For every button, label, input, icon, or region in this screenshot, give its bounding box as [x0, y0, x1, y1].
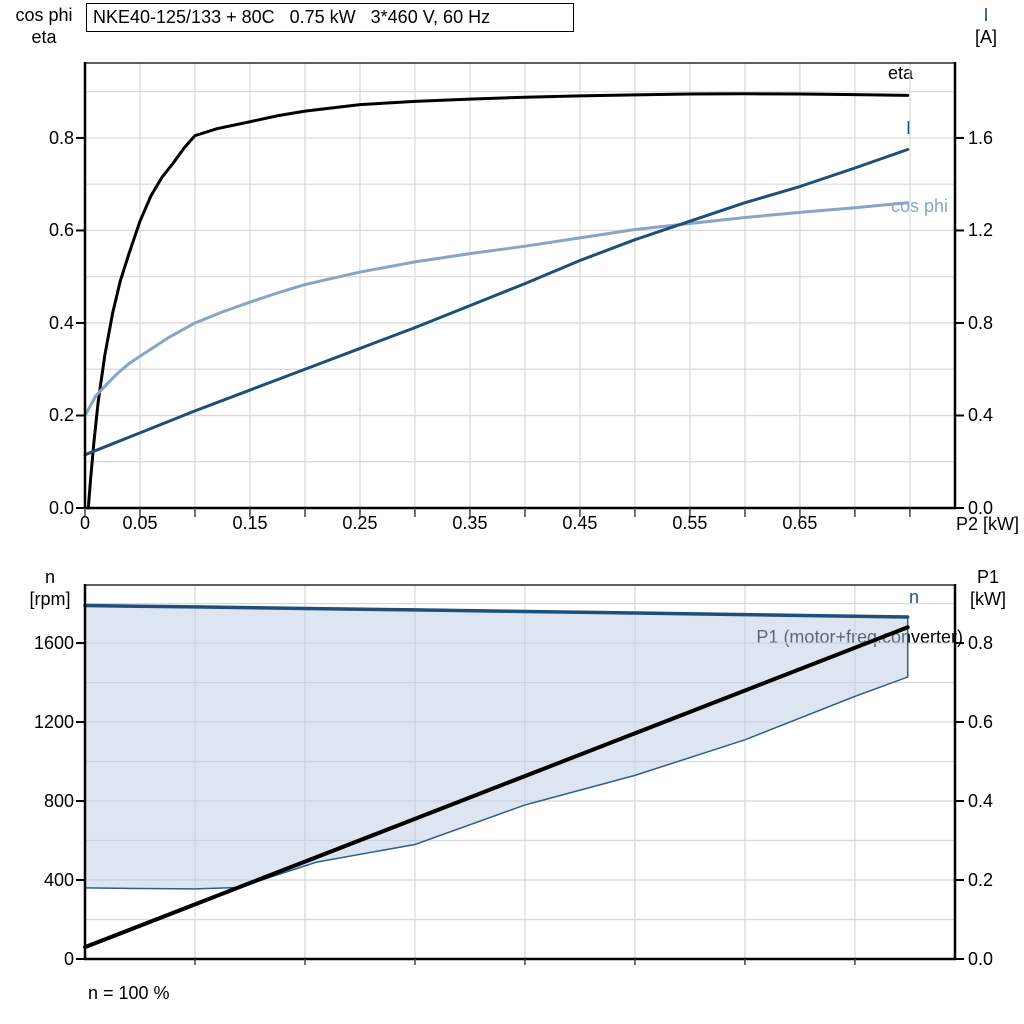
- grid: [85, 63, 955, 508]
- p1-motor-freq-converter--curve: [83, 625, 910, 950]
- pump-title: NKE40-125/133 + 80C 0.75 kW 3*460 V, 60 …: [93, 7, 491, 27]
- eta-curve-label: eta: [888, 63, 914, 83]
- axis-title-cosphi: cos phi: [15, 5, 73, 25]
- left-axis-tick-label: 0.2: [48, 405, 74, 426]
- plot-frame: [83, 62, 957, 510]
- right-axis-tick-label: 0.0: [968, 949, 994, 969]
- ticks: [76, 642, 964, 965]
- x-axis-tick-label: 0: [79, 513, 90, 533]
- left-axis-tick-label: 0.6: [48, 220, 74, 241]
- axis-title-ampere-unit: [A]: [974, 27, 997, 47]
- right-axis-tick-label: 0.8: [968, 633, 994, 654]
- right-axis-tick-label: 0.6: [968, 712, 994, 733]
- left-axis-tick-label: 400: [43, 870, 74, 890]
- cos-phi-curve: [83, 201, 910, 417]
- right-axis-tick-label: 0.4: [968, 405, 994, 426]
- x-axis-tick-label: 0.35: [452, 513, 488, 533]
- right-axis-tick-label: 0.2: [968, 870, 994, 890]
- left-axis-tick-label: 1600: [33, 633, 74, 654]
- axis-title-current: I: [983, 5, 989, 25]
- x-axis-tick-label: 0.65: [782, 513, 818, 533]
- right-axis-tick-label: 0.0: [968, 498, 994, 518]
- top-right-axis-title: I [A]: [955, 4, 1017, 48]
- top-left-axis-title: cos phi eta: [0, 4, 88, 48]
- p1-curve-label: P1 (motor+freq.converter): [756, 627, 963, 647]
- x-axis-tick-label: 0.15: [232, 513, 268, 533]
- bottom-left-axis-title: n [rpm]: [5, 566, 95, 610]
- left-axis-tick-label: 0.4: [48, 312, 74, 333]
- bottom-right-axis-title: P1 [kW]: [956, 566, 1020, 610]
- current-curve-label: I: [906, 118, 912, 138]
- axis-title-p1: P1: [976, 567, 1000, 587]
- left-axis-tick-label: 0.0: [48, 498, 74, 518]
- right-axis-tick-label: 0.4: [968, 791, 994, 812]
- speed-range-band-edge: [84, 616, 909, 890]
- right-axis-tick-label: 1.2: [968, 220, 994, 241]
- pump-title-box: NKE40-125/133 + 80C 0.75 kW 3*460 V, 60 …: [86, 3, 574, 32]
- left-axis-tick-label: 800: [43, 791, 74, 812]
- chart-0: [76, 62, 964, 517]
- x-axis-tick-label: 0.45: [562, 513, 598, 533]
- axis-title-kw-unit: [kW]: [970, 589, 1006, 609]
- x-axis-tick-label: 0.55: [672, 513, 708, 533]
- speed-range-band: [85, 605, 908, 889]
- x-axis-title: P2 [kW]: [956, 514, 1020, 534]
- left-axis-tick-label: 0: [63, 949, 74, 969]
- right-axis-tick-label: 1.6: [968, 127, 994, 148]
- cosphi-curve-label: cos phi: [891, 196, 949, 216]
- n-curve: [83, 603, 910, 619]
- x-axis-tick-label: 0.05: [122, 513, 158, 533]
- ticks: [76, 136, 964, 517]
- axis-title-rpm-unit: [rpm]: [29, 589, 71, 609]
- speed-footnote: n = 100 %: [88, 983, 170, 1003]
- speed-curve-label: n: [909, 587, 920, 607]
- i-curve: [83, 148, 910, 457]
- left-axis-tick-label: 1200: [33, 712, 74, 733]
- right-axis-tick-label: 0.8: [968, 312, 994, 333]
- axis-title-speed: n: [44, 567, 55, 587]
- x-axis-tick-label: 0.25: [342, 513, 378, 533]
- axis-title-eta: eta: [31, 27, 57, 47]
- eta-curve: [86, 92, 910, 510]
- left-axis-tick-label: 0.8: [48, 127, 74, 148]
